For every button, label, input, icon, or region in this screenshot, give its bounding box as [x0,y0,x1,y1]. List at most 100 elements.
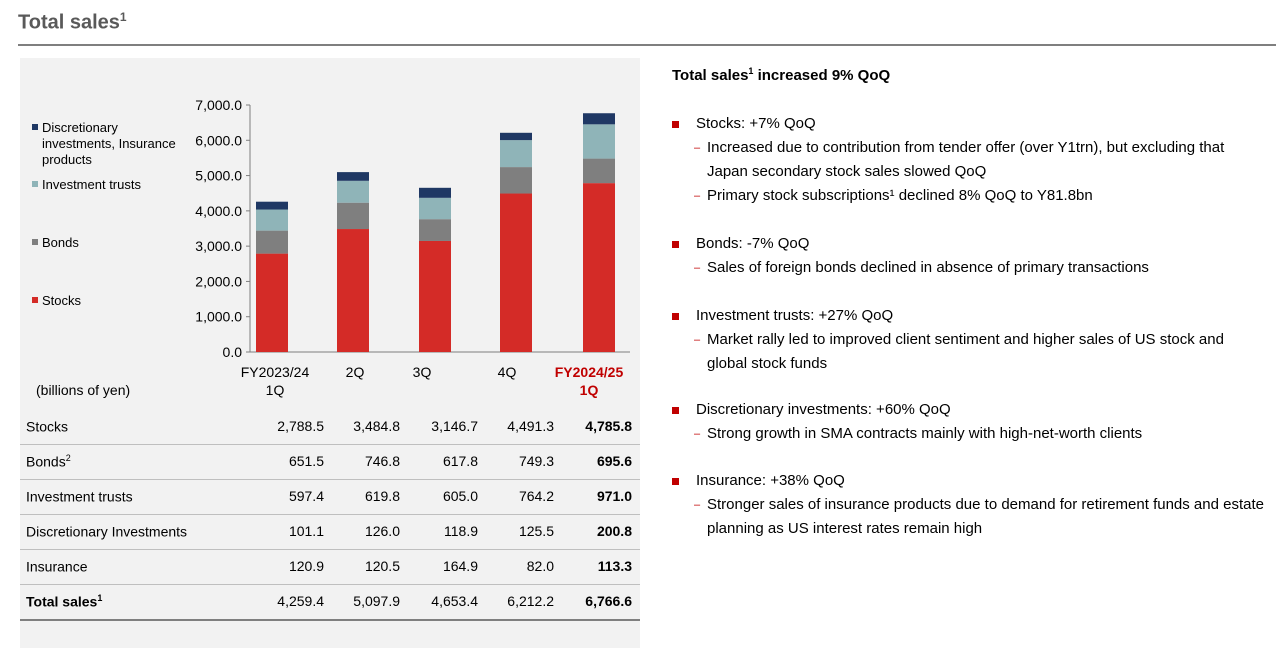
bar-segment-investment-trusts [256,209,288,231]
category-label-line: 2Q [345,364,365,380]
bar-segment-investment-trusts [337,180,369,203]
table-cell: 82.0 [526,558,554,574]
row-label: Insurance [26,558,87,575]
row-label: Discretionary Investments [26,523,187,540]
y-tick-label: 4,000.0 [195,203,242,219]
bar-segment-stocks [583,183,615,352]
table-cell: 101.1 [288,523,324,539]
legend-swatch-stocks [32,297,38,303]
bar-segment-bonds [256,230,288,254]
bar-segment-stocks [256,253,288,352]
dash-icon: – [694,142,701,154]
bar-segment-stocks [337,229,369,352]
bar-segment-discretionary-investments-insurance-products [583,113,615,125]
table-cell: 971.0 [596,488,632,504]
row-label-text: Stocks [26,418,69,435]
table-cell: 2,788.5 [277,418,324,434]
category-label-line: FY2023/24 [240,364,310,380]
table-cell: 3,146.7 [431,418,478,434]
y-tick-label: 5,000.0 [195,168,242,184]
table-cell: 118.9 [444,523,478,539]
category-label-fy2425-1q: FY2024/25 1Q [544,363,634,399]
dash-icon: – [694,499,701,511]
bar-segment-investment-trusts [419,197,451,220]
row-label-footnote: 2 [65,453,71,463]
table-cell: 3,484.8 [353,418,400,434]
summary-title-text: Total sales [672,67,749,84]
table-cell: 619.8 [364,488,400,504]
bullet-heading: Insurance: +38% QoQ [696,472,845,489]
category-label-line: 4Q [497,364,517,380]
bar-segment-stocks [500,193,532,352]
bar-segment-discretionary-investments-insurance-products [419,187,451,198]
chart-panel: 0.0 1,000.0 2,000.0 3,000.0 4,000.0 5,000.0 6,… [20,58,640,648]
legend-label-stocks: Stocks [42,293,82,308]
bullet-sub-text: Strong growth in SMA contracts mainly wi… [707,425,1143,442]
category-label-3q: 3Q [377,363,467,381]
bullet-heading: Stocks: +7% QoQ [696,115,816,132]
stacked-bar-chart: 0.0 1,000.0 2,000.0 3,000.0 4,000.0 5,000.0 6,… [195,97,630,360]
table-cell: 4,653.4 [431,593,478,609]
legend-label-bonds: Bonds [42,235,79,250]
bar-segment-discretionary-investments-insurance-products [337,172,369,181]
title-divider [18,44,1276,46]
category-label-fy2324-1q: FY2023/24 1Q [230,363,320,399]
bullet-square-icon [672,478,679,485]
bar-segment-bonds [337,202,369,230]
table-row: Stocks 2,788.5 3,484.8 3,146.7 4,491.3 4… [20,410,640,445]
table-cell: 695.6 [596,453,632,469]
bar-segment-investment-trusts [583,124,615,159]
table-cell: 6,212.2 [507,593,554,609]
page-title-text: Total sales [18,11,120,34]
row-label-text: Investment trusts [26,488,133,505]
table-cell: 125.5 [518,523,554,539]
dash-icon: – [694,262,701,274]
table-row: Investment trusts 597.4 619.8 605.0 764.… [20,480,640,515]
bullet-sub-text: Primary stock subscriptions¹ declined 8%… [707,187,1093,204]
bullet-square-icon [672,313,679,320]
row-label-footnote: 1 [97,593,103,603]
bullet-heading: Investment trusts: +27% QoQ [696,307,894,324]
bullet-sub-text: Market rally led to improved client sent… [707,331,1224,372]
legend-swatch-investment-trusts [32,181,38,187]
table-cell: 6,766.6 [585,593,632,609]
dash-icon: – [694,190,701,202]
y-tick-label: 1,000.0 [195,309,242,325]
table-cell: 200.8 [596,523,632,539]
bullet-heading: Discretionary investments: +60% QoQ [696,401,951,418]
legend-label-investment-trusts: Investment trusts [42,177,141,192]
y-tick-label: 0.0 [223,344,243,360]
bar-segment-investment-trusts [500,140,532,168]
category-label-4q: 4Q [462,363,552,381]
table-cell: 126.0 [364,523,400,539]
category-label-line: 1Q [265,382,285,398]
dash-icon: – [694,428,701,440]
summary-title: Total sales1 increased 9% QoQ [672,66,1272,84]
table-cell: 617.8 [442,453,478,469]
bullet-square-icon [672,121,679,128]
row-label-text: Insurance [26,558,88,575]
row-label: Total sales1 [26,593,102,610]
legend-label-discretionary: Discretionary investments, Insurance pro… [42,120,176,167]
row-label: Investment trusts [26,488,133,505]
page-title: Total sales1 [18,10,127,35]
summary-title-rest: increased 9% QoQ [753,67,891,84]
table-row: Discretionary Investments 101.1 126.0 11… [20,515,640,550]
page-title-footnote: 1 [119,10,127,24]
row-label-text: Bonds [26,453,66,470]
dash-icon: – [694,334,701,346]
y-tick-label: 7,000.0 [195,97,242,113]
table-cell: 120.9 [288,558,324,574]
table-row: Bonds2 651.5 746.8 617.8 749.3 695.6 [20,445,640,480]
table-cell: 4,785.8 [585,418,632,434]
bar-segment-bonds [500,167,532,194]
table-cell: 597.4 [288,488,324,504]
table-cell: 749.3 [518,453,554,469]
bar-segment-stocks [419,240,451,352]
table-cell: 605.0 [442,488,478,504]
table-cell: 651.5 [288,453,324,469]
bullet-sub-text: Increased due to contribution from tende… [707,139,1225,180]
y-tick-label: 2,000.0 [195,273,242,289]
table-cell: 4,491.3 [507,418,554,434]
bullet-sub-text: Stronger sales of insurance products due… [707,496,1264,537]
